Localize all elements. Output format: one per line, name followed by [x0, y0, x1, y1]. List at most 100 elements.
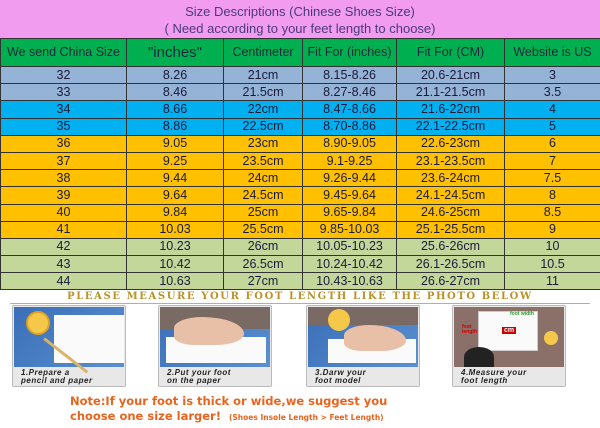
table-cell: 8.15-8.26: [302, 65, 397, 85]
table-cell: 9.26-9.44: [302, 169, 397, 188]
note-line-2: choose one size larger!: [70, 409, 221, 423]
chart-header: Size Descriptions (Chinese Shoes Size) (…: [0, 0, 600, 38]
note-line-1: Note:If your foot is thick or wide,we su…: [70, 394, 388, 408]
table-row: 36 9.05 23cm 8.90-9.05 22.6-23cm 6: [0, 134, 600, 153]
table-cell: 8.5: [504, 203, 600, 222]
table-cell: 22.6-23cm: [396, 134, 505, 153]
table-cell: 23.1-23.5cm: [396, 151, 505, 171]
lollipop-icon: [544, 331, 558, 345]
table-cell: 8.46: [126, 83, 224, 102]
table-cell: 8: [504, 186, 600, 205]
table-cell: 8.47-8.66: [302, 100, 397, 119]
table-row: 41 10.03 25.5cm 9.85-10.03 25.1-25.5cm 9: [0, 220, 600, 239]
step-panel-4: foot length cm foot width 4.Measure your…: [452, 305, 566, 387]
person-hair: [464, 347, 494, 367]
table-cell: 26.6-27cm: [396, 272, 505, 291]
column-header: Centimeter: [223, 38, 303, 67]
lollipop-icon: [26, 311, 50, 335]
foot-icon: [174, 317, 244, 345]
table-cell: 39: [0, 186, 127, 205]
table-cell: 38: [0, 169, 127, 188]
table-cell: 10: [504, 237, 600, 257]
table-cell: 34: [0, 100, 127, 119]
step-caption: 4.Measure your: [461, 368, 527, 377]
table-cell: 3: [504, 65, 600, 85]
table-cell: 24cm: [223, 169, 303, 188]
table-row: 44 10.63 27cm 10.43-10.63 26.6-27cm 11: [0, 272, 600, 291]
table-cell: 37: [0, 151, 127, 171]
table-cell: 9.44: [126, 169, 224, 188]
table-cell: 44: [0, 272, 127, 291]
table-row: 37 9.25 23.5cm 9.1-9.25 23.1-23.5cm 7: [0, 151, 600, 171]
note-insole: (Shoes Insole Length > Feet Length): [228, 413, 384, 422]
table-cell: 26.5cm: [223, 255, 303, 274]
table-cell: 22.1-22.5cm: [396, 117, 505, 136]
table-cell: 6: [504, 134, 600, 153]
table-cell: 8.86: [126, 117, 224, 136]
table-cell: 9.1-9.25: [302, 151, 397, 171]
column-header: Website is US: [504, 38, 600, 67]
table-cell: 8.26: [126, 65, 224, 85]
table-cell: 21cm: [223, 65, 303, 85]
table-cell: 25cm: [223, 203, 303, 222]
table-cell: 10.24-10.42: [302, 255, 397, 274]
table-cell: 23.6-24cm: [396, 169, 505, 188]
table-cell: 9.25: [126, 151, 224, 171]
table-row: 35 8.86 22.5cm 8.70-8.86 22.1-22.5cm 5: [0, 117, 600, 136]
table-row: 38 9.44 24cm 9.26-9.44 23.6-24cm 7.5: [0, 169, 600, 188]
table-row: 39 9.64 24.5cm 9.45-9.64 24.1-24.5cm 8: [0, 186, 600, 205]
table-cell: 3.5: [504, 83, 600, 102]
table-cell: 7: [504, 151, 600, 171]
step-caption: 1.Prepare a: [21, 368, 70, 377]
pencil-paper-photo: [14, 307, 124, 374]
table-row: 32 8.26 21cm 8.15-8.26 20.6-21cm 3: [0, 65, 600, 85]
table-cell: 24.5cm: [223, 186, 303, 205]
column-header: We send China Size: [0, 38, 127, 67]
table-cell: 25.1-25.5cm: [396, 220, 505, 239]
column-header: Fit For (CM): [396, 38, 505, 67]
table-cell: 25.6-26cm: [396, 237, 505, 257]
table-cell: 8.66: [126, 100, 224, 119]
table-cell: 4: [504, 100, 600, 119]
table-cell: 22.5cm: [223, 117, 303, 136]
table-cell: 22cm: [223, 100, 303, 119]
table-cell: 10.63: [126, 272, 224, 291]
table-cell: 11: [504, 272, 600, 291]
column-header: "inches": [126, 38, 224, 67]
table-cell: 9.84: [126, 203, 224, 222]
table-cell: 21.5cm: [223, 83, 303, 102]
measure-foot-photo: foot length cm foot width: [454, 307, 564, 367]
table-cell: 20.6-21cm: [396, 65, 505, 85]
size-table: We send China Size "inches" Centimeter Fit …: [0, 38, 600, 291]
table-cell: 9.05: [126, 134, 224, 153]
table-cell: 10.23: [126, 237, 224, 257]
cm-label: cm: [502, 327, 517, 334]
table-row: 42 10.23 26cm 10.05-10.23 25.6-26cm 10: [0, 237, 600, 257]
table-cell: 26cm: [223, 237, 303, 257]
table-cell: 36: [0, 134, 127, 153]
measure-title: PLEASE MEASURE YOUR FOOT LENGTH LIKE THE…: [10, 291, 590, 304]
table-cell: 10.43-10.63: [302, 272, 397, 291]
table-cell: 8.27-8.46: [302, 83, 397, 102]
size-note: Note:If your foot is thick or wide,we su…: [70, 394, 387, 425]
step-panel-2: 2.Put your foot on the paper: [158, 305, 272, 387]
table-cell: 10.42: [126, 255, 224, 274]
column-header: Fit For (inches): [302, 38, 397, 67]
table-cell: 32: [0, 65, 127, 85]
table-cell: 24.1-24.5cm: [396, 186, 505, 205]
foot-on-paper-photo: [160, 307, 270, 367]
table-cell: 9.64: [126, 186, 224, 205]
table-cell: 9.65-9.84: [302, 203, 397, 222]
step-panel-1: 1.Prepare a pencil and paper: [12, 305, 126, 387]
draw-foot-photo: [308, 307, 418, 367]
step-caption: 2.Put your foot: [167, 368, 231, 377]
step-caption: 3.Darw your: [315, 368, 367, 377]
foot-width-label: foot width: [510, 311, 534, 317]
table-cell: 42: [0, 237, 127, 257]
table-cell: 21.6-22cm: [396, 100, 505, 119]
table-cell: 33: [0, 83, 127, 102]
table-row: 33 8.46 21.5cm 8.27-8.46 21.1-21.5cm 3.5: [0, 83, 600, 102]
table-row: 40 9.84 25cm 9.65-9.84 24.6-25cm 8.5: [0, 203, 600, 222]
table-cell: 10.5: [504, 255, 600, 274]
lollipop-icon: [328, 309, 350, 331]
